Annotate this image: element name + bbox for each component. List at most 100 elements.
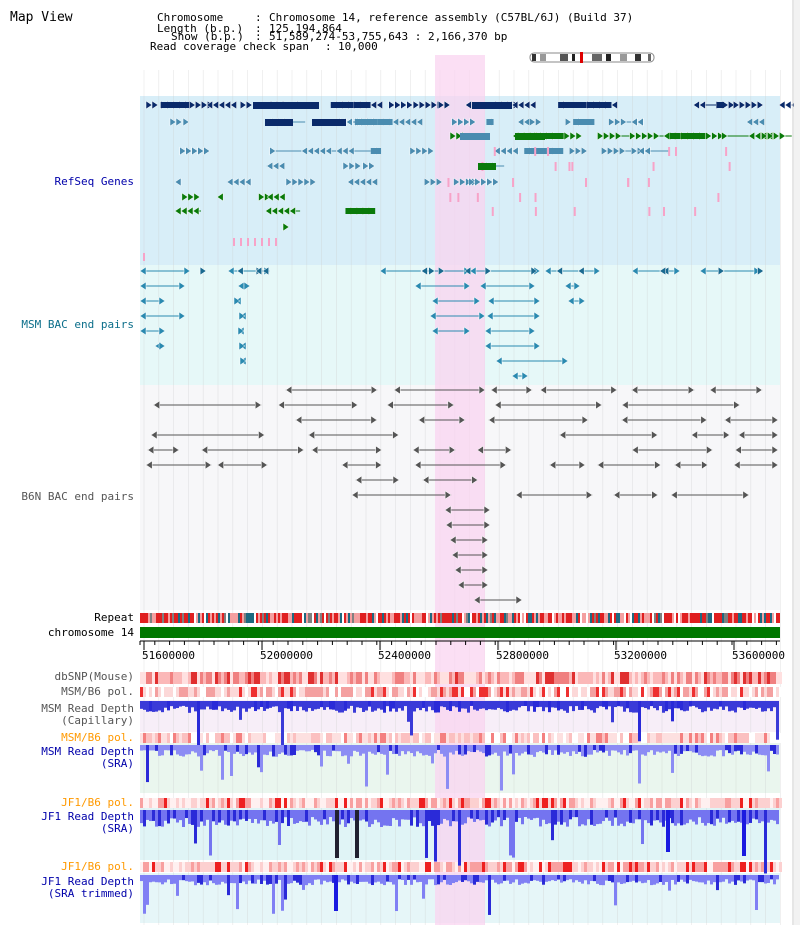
depth-bar [428,701,431,707]
polymorphism-cell [239,862,242,872]
gene-tick [571,162,574,171]
depth-bar [359,875,362,882]
polymorphism-cell [203,798,206,808]
bac-end-arrow [495,356,503,366]
gene-block [253,102,319,109]
track-label-jf1-depth-sra-1[interactable]: JF1 Read Depth [41,810,134,823]
depth-bar [722,875,725,882]
depth-bar [614,745,617,751]
depth-bar [560,875,563,883]
gene-exon-arrow [773,131,780,141]
repeat-segment [540,613,542,623]
track-label-refseq[interactable]: RefSeq Genes [54,175,134,188]
repeat-segment [550,613,552,623]
polymorphism-cell [695,862,698,872]
track-label-msm-pol-2[interactable]: MSM/B6 pol. [61,731,134,744]
depth-bar [203,810,206,826]
bac-end-arrow [586,490,593,500]
polymorphism-cell [521,862,524,872]
polymorphism-cell [377,687,380,697]
depth-bar [287,701,290,709]
depth-bar [374,745,377,755]
track-label-dbsnp[interactable]: dbSNP(Mouse) [54,670,134,683]
repeat-segment [462,613,464,623]
repeat-segment [278,613,280,623]
depth-bar [326,810,329,825]
polymorphism-cell [479,733,482,743]
gene-tick [585,178,588,187]
snp-density-cell [275,672,278,684]
depth-bar [167,810,170,824]
track-label-msm-depth-sra-1[interactable]: MSM Read Depth [41,745,134,758]
repeat-segment [234,613,236,623]
polymorphism-cell [626,862,629,872]
depth-bar [614,701,617,708]
polymorphism-cell [443,687,446,697]
depth-bar [344,875,347,881]
polymorphism-cell [557,798,560,808]
polymorphism-cell [548,862,551,872]
depth-bar [218,701,221,707]
depth-bar [269,701,272,708]
snp-density-cell [722,672,725,684]
polymorphism-cell [437,798,440,808]
depth-bar [632,745,635,751]
depth-bar [575,810,578,818]
snp-density-cell [620,672,623,684]
depth-bar [374,875,377,883]
depth-bar [686,810,689,824]
depth-bar [167,875,170,880]
gene-exon-arrow [289,206,296,216]
repeat-segment [560,613,562,623]
depth-bar [548,875,551,882]
polymorphism-cell [641,862,644,872]
gene-exon-arrow [469,117,477,127]
polymorphism-cell [230,798,233,808]
polymorphism-cell [146,687,149,697]
gene-exon-arrow [324,146,332,156]
depth-bar [671,810,674,824]
snp-density-cell [506,672,509,684]
snp-density-cell [359,672,362,684]
polymorphism-cell [305,798,308,808]
depth-bar [296,875,299,883]
track-label-jf1-depth-trim-1[interactable]: JF1 Read Depth [41,875,134,888]
polymorphism-cell [515,862,518,872]
ideogram-band [560,54,568,61]
depth-bar [215,810,218,825]
snp-density-cell [416,672,419,684]
gene-exon-arrow [443,100,451,110]
polymorphism-cell [707,798,710,808]
snp-density-cell [311,672,314,684]
depth-bar [536,701,539,708]
track-label-jf1-pol-2[interactable]: JF1/B6 pol. [61,860,134,873]
snp-density-cell [362,672,365,684]
bac-end-arrow [549,460,556,470]
repeat-segment [206,613,208,623]
polymorphism-cell [251,733,254,743]
depth-bar [605,701,608,710]
snp-density-cell [692,672,695,684]
polymorphism-cell [779,687,782,697]
polymorphism-cell [281,862,284,872]
polymorphism-cell [170,733,173,743]
depth-bar [737,810,740,822]
depth-bar [641,745,644,755]
depth-bar [302,701,305,711]
polymorphism-cell [584,687,587,697]
polymorphism-cell [443,733,446,743]
track-label-msm-depth-cap-1[interactable]: MSM Read Depth [41,702,134,715]
depth-bar [626,875,629,883]
track-label-msm-pol-1[interactable]: MSM/B6 pol. [61,685,134,698]
depth-bar [755,875,758,911]
bac-end-arrow [429,311,437,321]
repeat-segment [456,613,458,623]
snp-density-cell [254,672,257,684]
snp-density-cell [440,672,443,684]
track-label-jf1-pol-1[interactable]: JF1/B6 pol. [61,796,134,809]
depth-bar [767,810,770,823]
track-label-b6n-bac[interactable]: B6N BAC end pairs [21,490,134,503]
polymorphism-cell [173,798,176,808]
depth-bar [545,701,548,708]
track-label-msm-bac[interactable]: MSM BAC end pairs [21,318,134,331]
